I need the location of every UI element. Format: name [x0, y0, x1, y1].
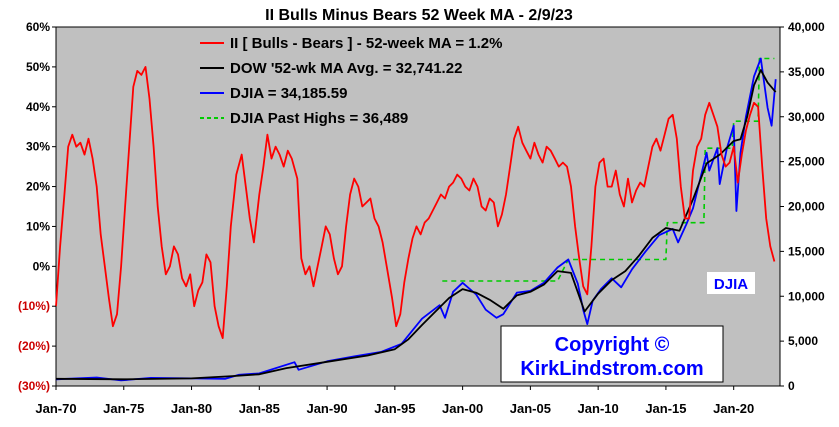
copyright-background — [500, 325, 724, 383]
x-axis-tick-label: Jan-20 — [713, 401, 754, 416]
x-axis-tick-label: Jan-80 — [171, 401, 212, 416]
legend-entry-label: DJIA Past Highs = 36,489 — [230, 110, 408, 127]
x-axis-tick-label: Jan-75 — [103, 401, 144, 416]
left-axis-tick-label: (30%) — [18, 379, 50, 393]
right-axis-tick-label: 25,000 — [788, 155, 825, 169]
djia-annotation-label: DJIA — [714, 276, 748, 293]
right-axis-tick-label: 0 — [788, 379, 795, 393]
left-axis-tick-label: (20%) — [18, 339, 50, 353]
series-line-0 — [55, 66, 776, 339]
x-axis-tick-label: Jan-10 — [578, 401, 619, 416]
left-axis-tick-label: 40% — [26, 100, 50, 114]
left-axis-tick-label: (10%) — [18, 299, 50, 313]
x-axis-tick-label: Jan-00 — [442, 401, 483, 416]
x-axis-tick-label: Jan-95 — [374, 401, 415, 416]
copyright-line-1: Copyright © — [555, 334, 670, 356]
left-axis-tick-label: 10% — [26, 219, 50, 233]
right-axis-tick-label: 40,000 — [788, 20, 825, 34]
series-line-3 — [442, 57, 775, 282]
axes-layer: 60% 50% 40% 30% 20% 10% 0% (10%) (20%) (30%) 40,00… — [18, 20, 825, 416]
series-layer — [55, 57, 777, 382]
djia-annotation-box — [707, 272, 755, 294]
x-axis-tick-label: Jan-05 — [510, 401, 551, 416]
right-axis-tick-label: 35,000 — [788, 65, 825, 79]
legend-entry-label: DJIA = 34,185.59 — [230, 85, 347, 102]
series-line-1 — [55, 69, 777, 381]
copyright-link[interactable]: KirkLindstrom.com — [520, 358, 703, 380]
legend-entry-label: II [ Bulls - Bears ] - 52-week MA = 1.2% — [230, 35, 502, 52]
left-axis-tick-label: 50% — [26, 60, 50, 74]
right-axis-tick-label: 30,000 — [788, 110, 825, 124]
left-axis-tick-label: 0% — [33, 259, 51, 273]
right-axis-tick-label: 5,000 — [788, 334, 818, 348]
right-axis-tick-label: 20,000 — [788, 200, 825, 214]
left-axis-tick-label: 60% — [26, 20, 50, 34]
copyright-box: Copyright © KirkLindstrom.com — [500, 325, 724, 383]
chart-title: II Bulls Minus Bears 52 Week MA - 2/9/23 — [265, 7, 573, 24]
series-line-2 — [55, 57, 777, 382]
legend-entry-label: DOW '52-wk MA Avg. = 32,741.22 — [230, 60, 462, 77]
left-axis-tick-label: 30% — [26, 140, 50, 154]
x-axis-tick-label: Jan-90 — [306, 401, 347, 416]
legend: II [ Bulls - Bears ] - 52-week MA = 1.2%… — [200, 35, 502, 127]
left-axis-tick-label: 20% — [26, 180, 50, 194]
right-axis-tick-label: 15,000 — [788, 244, 825, 258]
x-axis-tick-label: Jan-15 — [645, 401, 686, 416]
x-axis-tick-label: Jan-85 — [239, 401, 280, 416]
right-axis-tick-label: 10,000 — [788, 289, 825, 303]
x-axis-tick-label: Jan-70 — [35, 401, 76, 416]
djia-annotation: DJIA — [707, 272, 755, 294]
